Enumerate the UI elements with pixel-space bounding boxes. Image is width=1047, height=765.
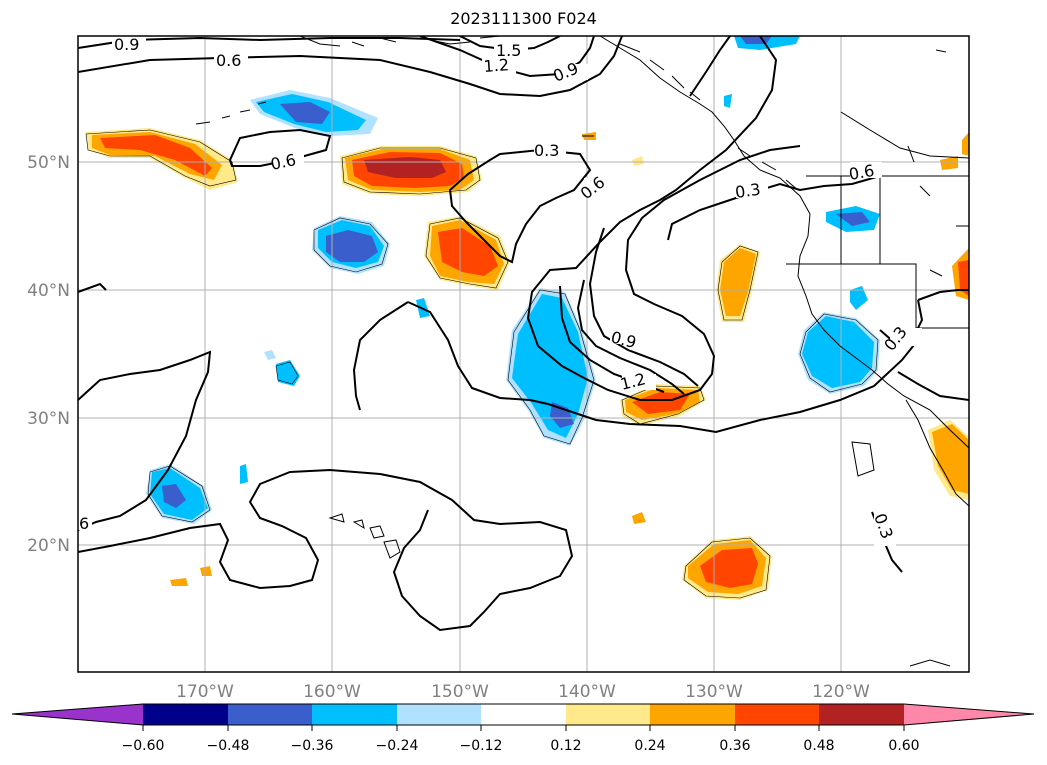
colorbar-segment [650, 704, 735, 725]
lon-label: 170°W [176, 682, 234, 702]
colorbar-segment [228, 704, 312, 725]
colorbar-tick-label: −0.24 [376, 738, 419, 754]
colorbar-extend-low [12, 704, 143, 725]
map-frame [77, 35, 970, 673]
contour-label: 0.9 [114, 35, 139, 54]
contour-lines [78, 36, 969, 632]
colorbar-tick-label: −0.12 [460, 738, 503, 754]
contour-label: 0.3 [534, 141, 559, 160]
contour-label: 0.6 [216, 51, 241, 70]
colorbar-tick-label: 0.60 [888, 738, 919, 754]
contour-label: 0.6 [847, 161, 875, 184]
map-plot-area: 0.9 0.6 1.5 1.2 0.9 0.6 0.3 0.6 0.3 0.6 … [78, 35, 969, 672]
colorbar-tick-label: −0.48 [207, 738, 250, 754]
colorbar-segment [481, 704, 566, 725]
lon-label: 150°W [431, 682, 489, 702]
anomaly-edges [85, 129, 879, 599]
colorbar-segment [566, 704, 650, 725]
colorbar-segment [143, 704, 228, 725]
colorbar-tick-label: 0.48 [803, 738, 834, 754]
colorbar-extend-high [904, 704, 1034, 725]
colorbar-tick-label: 0.36 [719, 738, 750, 754]
colorbar-segment [397, 704, 481, 725]
anomaly-shading [86, 36, 969, 600]
lon-label: 120°W [812, 682, 870, 702]
lon-label: 130°W [685, 682, 743, 702]
map-title: 2023111300 F024 [450, 9, 597, 28]
contour-label: 0.3 [734, 180, 762, 202]
colorbar-tick-label: −0.36 [291, 738, 334, 754]
colorbar-tick-label: 0.12 [550, 738, 581, 754]
colorbar-tick-label: −0.60 [122, 738, 165, 754]
contour-label: 1.5 [496, 41, 521, 60]
colorbar-segment [819, 704, 904, 725]
lon-label: 160°W [303, 682, 361, 702]
colorbar-segment [735, 704, 819, 725]
longitude-labels: 170°W 160°W 150°W 140°W 130°W 120°W [176, 682, 870, 702]
coastlines [195, 36, 969, 667]
lon-label: 140°W [558, 682, 616, 702]
lat-label: 30°N [27, 409, 70, 429]
contour-label: 6 [79, 514, 89, 533]
lat-label: 40°N [27, 281, 70, 301]
contour-label: 0.6 [269, 150, 298, 174]
latitude-labels: 50°N 40°N 30°N 20°N [27, 153, 70, 556]
colorbar: −0.60 −0.48 −0.36 −0.24 −0.12 0.12 0.24 … [11, 703, 1035, 754]
graticule [78, 36, 969, 672]
colorbar-tick-label: 0.24 [634, 738, 665, 754]
lat-label: 20°N [27, 536, 70, 556]
colorbar-segment [312, 704, 397, 725]
contour-label: 1.2 [483, 55, 510, 76]
lat-label: 50°N [27, 153, 70, 173]
